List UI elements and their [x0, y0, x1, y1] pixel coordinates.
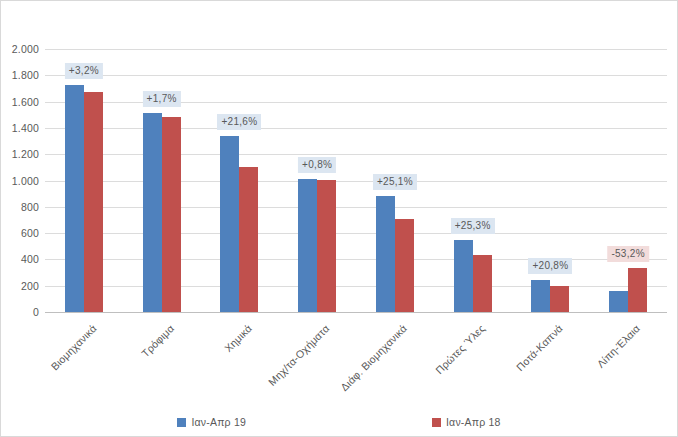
- bar-Ιαν-Απρ 18: [550, 286, 569, 312]
- y-axis-tick-label: 1.400: [1, 121, 39, 135]
- percent-change-label: +0,8%: [298, 157, 336, 173]
- percent-change-label: +1,7%: [143, 91, 181, 107]
- bar-Ιαν-Απρ 19: [65, 85, 84, 312]
- bar-Ιαν-Απρ 19: [609, 291, 628, 312]
- bar-Ιαν-Απρ 19: [143, 113, 162, 312]
- x-axis-category-label: Μηχ/τα-Οχήματα: [266, 322, 332, 388]
- bar-Ιαν-Απρ 18: [473, 255, 492, 312]
- category-group: -53,2%Λίπη-Έλαια: [589, 49, 667, 312]
- percent-change-label: +25,3%: [451, 218, 495, 234]
- category-group: +25,1%Διάφ. Βιομηχανικά: [356, 49, 434, 312]
- x-axis-line: [45, 312, 667, 313]
- bar-chart: 2.000 1.800 1.600 1.400 1.200 1.000 800 600 400 2…: [0, 0, 678, 437]
- legend-item: Ιαν-Απρ 19: [177, 416, 246, 428]
- y-axis-tick-label: 200: [1, 279, 39, 293]
- bar-Ιαν-Απρ 19: [220, 136, 239, 312]
- bar-Ιαν-Απρ 19: [531, 280, 550, 312]
- y-axis-tick-label: 1.600: [1, 95, 39, 109]
- bar-Ιαν-Απρ 19: [454, 240, 473, 312]
- y-axis-tick-label: 1.200: [1, 147, 39, 161]
- x-axis-category-label: Βιομηχανικά: [48, 322, 98, 372]
- y-axis-tick-label: 1.000: [1, 174, 39, 188]
- bar-Ιαν-Απρ 19: [298, 179, 317, 312]
- x-axis-category-label: Λίπη-Έλαια: [595, 322, 643, 370]
- legend-item: Ιαν-Απρ 18: [432, 416, 501, 428]
- category-group: +20,8%Ποτά-Καπνά: [512, 49, 590, 312]
- category-group: +1,7%Τρόφιμα: [123, 49, 201, 312]
- percent-change-label: +21,6%: [217, 114, 261, 130]
- bar-Ιαν-Απρ 18: [317, 180, 336, 312]
- bar-Ιαν-Απρ 18: [162, 117, 181, 312]
- category-group: +0,8%Μηχ/τα-Οχήματα: [278, 49, 356, 312]
- x-axis-category-label: Χημικά: [222, 322, 254, 354]
- bar-Ιαν-Απρ 19: [376, 196, 395, 312]
- bar-Ιαν-Απρ 18: [84, 92, 103, 312]
- bar-Ιαν-Απρ 18: [628, 268, 647, 312]
- legend-label: Ιαν-Απρ 19: [191, 416, 246, 428]
- x-axis-category-label: Τρόφιμα: [139, 322, 176, 359]
- y-axis-tick-label: 2.000: [1, 42, 39, 56]
- y-axis-tick-label: 800: [1, 200, 39, 214]
- chart-legend: Ιαν-Απρ 19 Ιαν-Απρ 18: [1, 416, 677, 428]
- category-group: +25,3%Πρώτες Ύλες: [434, 49, 512, 312]
- y-axis-tick-label: 1.800: [1, 68, 39, 82]
- y-axis-tick-label: 600: [1, 226, 39, 240]
- x-axis-category-label: Πρώτες Ύλες: [433, 322, 487, 376]
- percent-change-label: +20,8%: [528, 258, 572, 274]
- percent-change-label: -53,2%: [607, 246, 649, 262]
- category-group: +3,2%Βιομηχανικά: [45, 49, 123, 312]
- legend-label: Ιαν-Απρ 18: [446, 416, 501, 428]
- x-axis-category-label: Διάφ. Βιομηχανικά: [338, 322, 409, 393]
- y-axis-tick-label: 0: [1, 305, 39, 319]
- bar-Ιαν-Απρ 18: [239, 167, 258, 312]
- percent-change-label: +25,1%: [373, 174, 417, 190]
- category-group: +21,6%Χημικά: [201, 49, 279, 312]
- bar-Ιαν-Απρ 18: [395, 219, 414, 312]
- y-axis-tick-label: 400: [1, 252, 39, 266]
- plot-area: +3,2%Βιομηχανικά+1,7%Τρόφιμα+21,6%Χημικά…: [45, 49, 667, 312]
- percent-change-label: +3,2%: [65, 63, 103, 79]
- legend-swatch-icon: [432, 418, 441, 427]
- x-axis-category-label: Ποτά-Καπνά: [514, 322, 565, 373]
- legend-swatch-icon: [177, 418, 186, 427]
